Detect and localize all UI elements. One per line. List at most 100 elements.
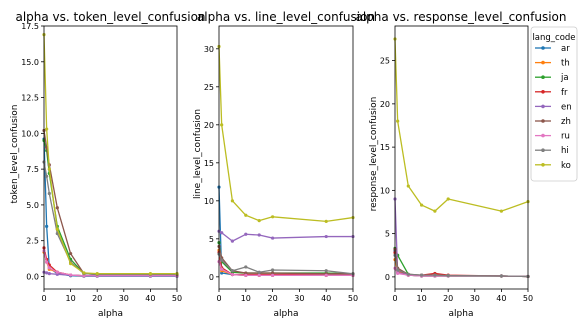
data-point-zh [244, 271, 248, 275]
x-tick-label: 50 [348, 294, 358, 303]
x-tick-label: 50 [523, 294, 533, 303]
y-axis-label: line_level_confusion [193, 109, 203, 199]
x-tick-label: 30 [119, 294, 129, 303]
x-tick-label: 40 [145, 294, 155, 303]
data-point-en [257, 233, 261, 237]
data-point-en [45, 271, 49, 275]
data-point-ar [220, 271, 224, 275]
data-point-ko [244, 213, 248, 217]
data-point-hi [396, 268, 400, 272]
data-point-hi [271, 268, 275, 272]
data-point-ko [420, 203, 424, 207]
data-point-ko [406, 184, 410, 188]
y-tick-label: 0 [209, 273, 214, 282]
data-point-ko [69, 261, 73, 266]
data-point-hi [220, 258, 224, 262]
data-point-en [220, 231, 224, 235]
series-line-ko [218, 46, 354, 223]
data-point-zh [55, 206, 59, 210]
y-axis-label: response_level_confusion [369, 97, 379, 212]
legend-marker-ja [541, 75, 545, 79]
x-tick-label: 0 [216, 294, 221, 303]
y-tick-label: 12.5 [21, 94, 39, 103]
legend-marker-fr [541, 90, 545, 94]
data-point-hi [406, 272, 410, 276]
x-tick-label: 40 [321, 294, 331, 303]
data-point-ru [220, 267, 224, 271]
line-level-confusion-panel: alpha vs. line_level_confusion alpha lin… [193, 10, 375, 319]
legend-label-th: th [561, 59, 570, 69]
axes-frame [43, 25, 178, 290]
y-tick-label: 17.5 [21, 22, 39, 31]
legend-marker-ko [541, 163, 545, 167]
data-point-hi [244, 265, 248, 269]
data-point-ru [244, 273, 248, 277]
data-point-ru [47, 266, 51, 270]
plot-area [42, 25, 179, 290]
plot-area [393, 25, 530, 290]
legend-frame [530, 26, 578, 182]
x-tick-label: 10 [417, 294, 427, 303]
series-line-ko [394, 38, 529, 212]
y-tick-label: 7.5 [26, 165, 39, 174]
x-tick-labels: 0 10 20 30 40 50 [392, 289, 533, 303]
panel-title: alpha vs. token_level_confusion [15, 10, 205, 24]
series-line-hi [394, 255, 529, 278]
data-point-en [324, 234, 328, 239]
series-line-hi [218, 253, 354, 275]
x-tick-label: 20 [443, 294, 453, 303]
data-point-ko [55, 227, 59, 231]
x-tick-label: 20 [268, 294, 278, 303]
y-tick-label: 2.5 [26, 237, 39, 246]
y-tick-label: 5.0 [26, 201, 39, 210]
data-point-en [244, 232, 248, 236]
y-axis-label: token_level_confusion [10, 105, 20, 204]
panel-title: alpha vs. response_level_confusion [355, 10, 566, 24]
y-tick-labels: 0 5 10 15 20 25 [380, 57, 395, 282]
data-point-ru [396, 271, 400, 276]
series-line-fr [218, 252, 353, 276]
y-tick-label: 10.0 [21, 129, 39, 138]
data-point-hi [433, 273, 437, 277]
axes-frame [218, 25, 354, 290]
legend-label-en: en [561, 102, 572, 112]
data-point-ko [324, 219, 328, 223]
legend-label-ko: ko [561, 161, 571, 171]
response-level-confusion-panel: alpha vs. response_level_confusion alpha… [355, 10, 566, 319]
series-line-zh [218, 246, 353, 275]
legend-label-hi: hi [561, 146, 569, 156]
y-tick-label: 15 [380, 143, 390, 152]
data-point-hi [446, 273, 450, 278]
x-tick-label: 50 [172, 294, 182, 303]
x-axis-label: alpha [98, 309, 123, 319]
y-tick-label: 5 [385, 230, 390, 239]
data-point-ko [499, 209, 503, 213]
data-point-hi [230, 269, 234, 273]
data-point-zh [69, 251, 73, 256]
data-point-ko [230, 199, 234, 203]
legend-label-ar: ar [561, 44, 570, 54]
y-tick-label: 10 [204, 197, 214, 206]
legend-marker-hi [541, 148, 545, 152]
x-tick-label: 0 [41, 294, 46, 303]
data-point-en [47, 272, 51, 276]
y-tick-label: 0 [385, 273, 390, 282]
data-point-hi [45, 174, 49, 178]
legend-marker-ar [541, 46, 545, 50]
legend-marker-en [541, 104, 545, 109]
legend-label-fr: fr [561, 88, 568, 98]
data-point-ru [45, 260, 49, 264]
x-tick-label: 10 [66, 294, 76, 303]
series-line-ru [218, 261, 353, 276]
legend-label-ru: ru [561, 132, 570, 142]
axes-frame [394, 25, 529, 290]
y-tick-label: 5 [209, 235, 214, 244]
data-point-ko [257, 218, 261, 223]
y-tick-label: 20 [204, 121, 214, 130]
x-tick-label: 0 [392, 294, 397, 303]
data-point-en [230, 239, 234, 243]
data-point-ko [396, 119, 400, 123]
data-point-ru [69, 273, 73, 277]
x-tick-label: 30 [294, 294, 304, 303]
